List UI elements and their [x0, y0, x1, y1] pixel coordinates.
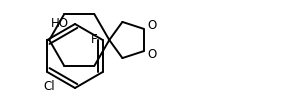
Text: O: O: [148, 19, 157, 32]
Text: O: O: [148, 48, 157, 61]
Text: HO: HO: [51, 17, 69, 30]
Text: Cl: Cl: [44, 80, 55, 93]
Text: F: F: [91, 32, 98, 45]
